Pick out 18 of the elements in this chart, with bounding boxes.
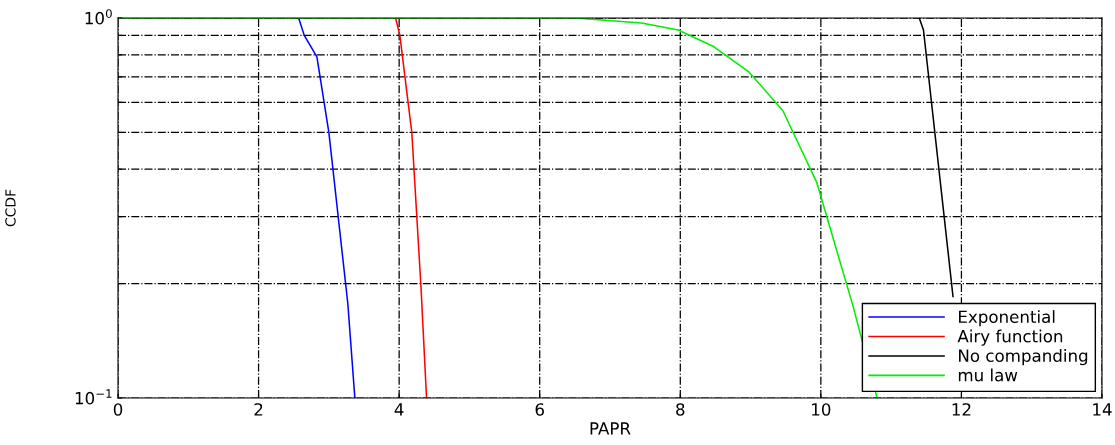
x-tick-label: 6 xyxy=(535,403,544,416)
y-tick-label: 10$^{−1}$ xyxy=(75,389,112,405)
legend-label: mu law xyxy=(958,368,1018,382)
legend-label: Airy function xyxy=(957,329,1063,346)
x-tick-label: 2 xyxy=(254,403,263,416)
x-tick-label: 10 xyxy=(812,403,831,416)
y-tick-label: 10$^{0}$ xyxy=(85,9,112,25)
legend-label: No companding xyxy=(959,349,1088,366)
x-tick-label: 14 xyxy=(1093,403,1112,416)
x-tick-label: 8 xyxy=(676,403,685,416)
x-tick-label: 4 xyxy=(394,403,404,416)
line-series xyxy=(297,18,356,398)
y-axis-title: CCDF xyxy=(5,189,16,227)
x-tick-label: 12 xyxy=(952,403,971,416)
line-series xyxy=(394,18,428,398)
legend-label: Exponential xyxy=(959,310,1055,327)
x-axis-title: PAPR xyxy=(590,422,631,435)
x-tick-label: 0 xyxy=(113,403,123,416)
